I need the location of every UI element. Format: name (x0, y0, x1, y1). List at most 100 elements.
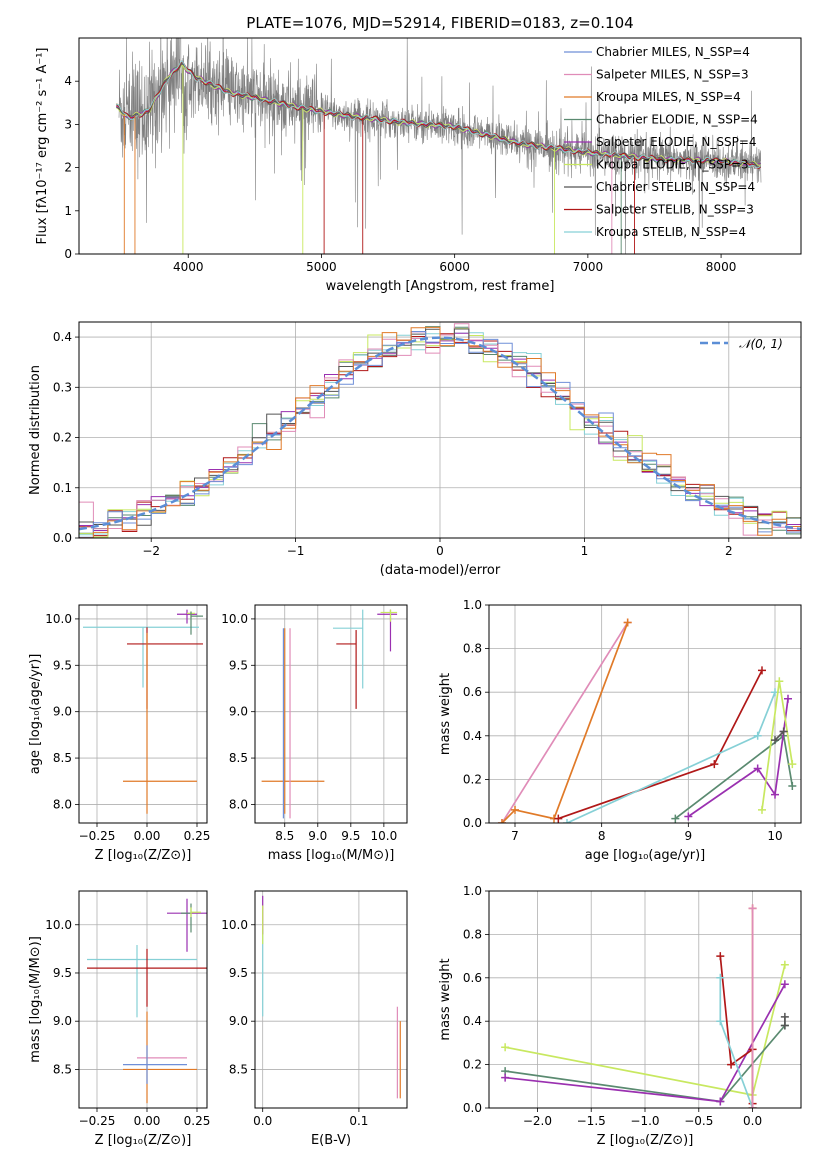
massweight-age-plot: 7 8 9 10 0.0 0.2 0.4 0.6 0.8 1.0 age [log₁₀(age/yr… (438, 598, 802, 863)
age-Z-xlabel: Z [log₁₀(Z/Z⊙)] (95, 848, 192, 863)
residuals-ytick-label: 0.1 (53, 481, 72, 495)
spectrum-xtick-label: 7000 (573, 260, 604, 274)
massweight-Z-xtick-label: −2.0 (523, 1114, 552, 1128)
mass-Z-ytick-label: 9.0 (53, 1014, 72, 1028)
figure-title: PLATE=1076, MJD=52914, FIBERID=0183, z=0… (246, 14, 633, 32)
mass-weight-marker (771, 736, 779, 745)
spectrum-ylabel: Flux [fλ10⁻¹⁷ erg cm⁻² s⁻¹ A⁻¹] (35, 48, 50, 245)
age-Z-xtick-label: 0.25 (184, 829, 211, 843)
spectrum-legend-label: Salpeter MILES, N_SSP=3 (596, 68, 749, 82)
residuals-xtick-label: −1 (287, 544, 305, 558)
spectrum-ytick-label: 3 (64, 117, 72, 131)
mass-weight-line (774, 730, 785, 741)
mass-Z-area (87, 898, 207, 1104)
age-Z-area (83, 609, 203, 814)
mass-weight-marker (771, 790, 779, 799)
mass-weight-marker (501, 1073, 510, 1082)
massweight-Z-ytick-label: 0.6 (463, 971, 482, 985)
mass-weight-marker (775, 677, 784, 686)
age-Z-plot: −0.25 0.00 0.25 8.0 8.5 9.0 9.5 10.0 Z [log₁₀(Z/… (28, 604, 211, 863)
residuals-ylabel: Normed distribution (28, 365, 43, 495)
residuals-xtick-label: 1 (581, 544, 589, 558)
age-Z-xtick-label: 0.00 (134, 829, 161, 843)
mass-Z-xlabel: Z [log₁₀(Z/Z⊙)] (95, 1133, 192, 1148)
spectrum-legend-label: Kroupa ELODIE, N_SSP=3 (596, 158, 749, 172)
mass-EBV-xtick-label: 0.1 (349, 1114, 368, 1128)
age-Z-ytick-label: 10.0 (45, 612, 72, 626)
mass-Z-xtick-label: 0.00 (134, 1114, 161, 1128)
age-mass-xtick-label: 9.0 (308, 829, 327, 843)
mass-weight-marker (710, 760, 719, 769)
mass-weight-marker (716, 1017, 725, 1026)
massweight-age-ylabel: mass weight (438, 673, 453, 755)
massweight-age-xtick-label: 8 (598, 829, 606, 843)
massweight-age-xtick-label: 10 (767, 829, 782, 843)
mass-weight-marker (501, 1043, 510, 1052)
residuals-ytick-label: 0.2 (53, 431, 72, 445)
age-mass-plot: 8.5 9.0 9.5 10.0 8.0 8.5 9.0 9.5 10.0 mass [log₁₀… (221, 604, 408, 863)
age-mass-area (261, 609, 398, 819)
residuals-ytick-label: 0.0 (53, 531, 72, 545)
massweight-Z-xtick-label: −1.0 (630, 1114, 659, 1128)
spectrum-plot: 4000 5000 6000 7000 8000 0 1 2 3 4 wavelength [Ang… (35, 37, 802, 294)
mass-EBV-xtick-label: 0.0 (253, 1114, 272, 1128)
spectrum-legend-label: Chabrier MILES, N_SSP=4 (596, 45, 750, 59)
mass-weight-marker (671, 814, 680, 823)
age-mass-ytick-label: 8.5 (229, 751, 248, 765)
mass-weight-marker (498, 819, 506, 823)
mass-EBV-plot: 0.0 0.1 8.5 9.0 9.5 10.0 E(B-V) (221, 890, 408, 1148)
mass-weight-marker (716, 973, 725, 982)
gaussian-curve (79, 336, 801, 531)
spectrum-model-line (116, 60, 761, 169)
spectrum-xlabel: wavelength [Angstrom, rest frame] (326, 279, 555, 294)
massweight-Z-xtick-label: −0.5 (684, 1114, 713, 1128)
residuals-area (79, 323, 801, 538)
spectrum-legend-label: Salpeter ELODIE, N_SSP=4 (596, 135, 757, 149)
massweight-Z-xtick-label: 0.0 (743, 1114, 762, 1128)
spectrum-data-line (118, 38, 762, 254)
age-Z-ytick-label: 8.0 (53, 797, 72, 811)
mass-Z-ytick-label: 8.5 (53, 1062, 72, 1076)
spectrum-model-line (116, 60, 761, 169)
age-Z-ytick-label: 9.5 (53, 658, 72, 672)
massweight-Z-ytick-label: 0.0 (463, 1101, 482, 1115)
spectrum-legend-label: Kroupa MILES, N_SSP=4 (596, 90, 741, 104)
axes-frame (78, 604, 208, 824)
axes-frame (78, 890, 208, 1109)
mass-weight-line (501, 621, 629, 823)
mass-weight-marker (780, 1021, 789, 1030)
massweight-age-xtick-label: 9 (685, 829, 693, 843)
massweight-Z-plot: −2.0 −1.5 −1.0 −0.5 0.0 0.0 0.2 0.4 0.6 0.8 1.0 Z [… (438, 884, 802, 1148)
mass-Z-ytick-label: 10.0 (45, 918, 72, 932)
age-Z-xtick-label: −0.25 (79, 829, 116, 843)
massweight-Z-ylabel: mass weight (438, 958, 453, 1040)
spectrum-ytick-label: 4 (64, 74, 72, 88)
mass-weight-marker (716, 1097, 725, 1106)
mass-weight-marker (716, 952, 725, 961)
massweight-Z-area (501, 904, 789, 1108)
spectrum-xtick-label: 6000 (439, 260, 470, 274)
massweight-Z-ytick-label: 0.4 (463, 1014, 482, 1028)
axes-frame (254, 890, 408, 1109)
spectrum-ytick-label: 2 (64, 161, 72, 175)
residual-histogram (79, 326, 801, 538)
spectrum-legend-label: Kroupa STELIB, N_SSP=4 (596, 225, 746, 239)
age-mass-ytick-label: 8.0 (229, 797, 248, 811)
mass-Z-plot: −0.25 0.00 0.25 8.5 9.0 9.5 10.0 Z [log₁₀(Z/Z⊙)… (28, 890, 210, 1148)
axes-frame (488, 604, 802, 824)
massweight-Z-xtick-label: −1.5 (577, 1114, 606, 1128)
mass-EBV-area (262, 895, 401, 1099)
massweight-Z-ytick-label: 0.2 (463, 1058, 482, 1072)
gaussian-legend-label: 𝒩(0, 1) (739, 337, 783, 351)
mass-EBV-ytick-label: 9.5 (229, 966, 248, 980)
massweight-age-xtick-label: 7 (511, 829, 519, 843)
mass-Z-xtick-label: −0.25 (79, 1114, 116, 1128)
age-Z-ylabel: age [log₁₀(age/yr)] (28, 654, 43, 775)
mass-EBV-ytick-label: 10.0 (221, 918, 248, 932)
residuals-plot: −2 −1 0 1 2 0.0 0.1 0.2 0.3 0.4 (data-model)/error… (28, 321, 802, 578)
mass-weight-marker (780, 1012, 789, 1021)
mass-weight-marker (727, 1060, 736, 1069)
residuals-ytick-label: 0.4 (53, 330, 72, 344)
age-mass-ytick-label: 10.0 (221, 612, 248, 626)
